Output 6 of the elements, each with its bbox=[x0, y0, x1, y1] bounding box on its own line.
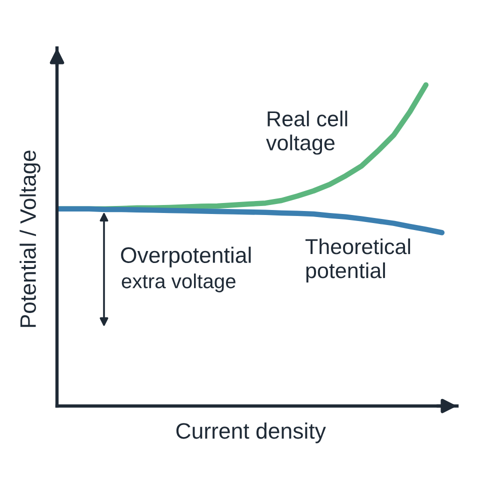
series-label: Theoretical potential bbox=[305, 238, 410, 282]
annotation: Overpotential bbox=[121, 246, 251, 268]
annotation: extra voltage bbox=[122, 274, 236, 292]
x-axis-title: Current density bbox=[176, 422, 326, 444]
series-label: Real cell voltage bbox=[266, 110, 348, 155]
y-axis-title: Potential / Voltage bbox=[20, 150, 40, 327]
